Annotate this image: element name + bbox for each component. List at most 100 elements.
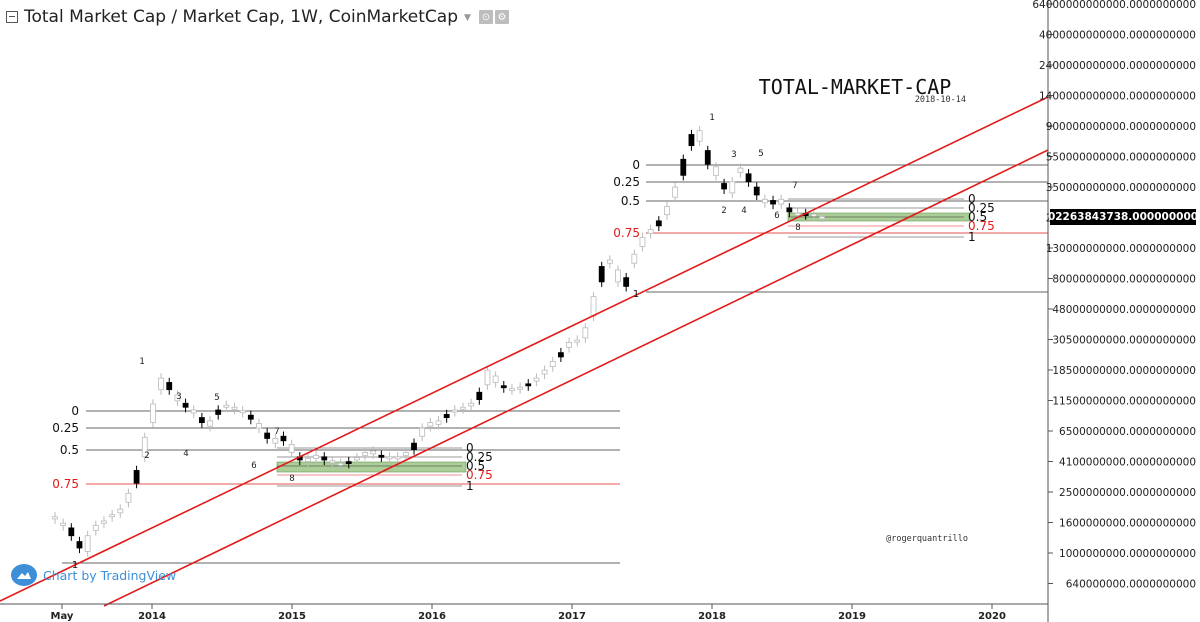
wave-label-left: 4 xyxy=(183,449,188,459)
candle-body xyxy=(655,220,662,227)
candle-body xyxy=(68,527,75,537)
wave-label-base-right: 1 xyxy=(633,289,639,300)
candle-body xyxy=(101,520,107,524)
candle-body xyxy=(704,150,711,165)
eye-icon[interactable]: ⊙ xyxy=(478,10,493,24)
candle-body xyxy=(574,339,581,343)
left-zone-fib-label: 1 xyxy=(466,479,474,493)
candle-body xyxy=(411,442,417,451)
candle-body xyxy=(721,183,727,190)
wave-label-left: 7 xyxy=(274,427,279,437)
wave-label-right: 7 xyxy=(792,181,797,191)
trendline-upper xyxy=(0,96,1049,602)
candle-body xyxy=(370,450,377,455)
candle-body xyxy=(427,422,434,427)
wave-label-base-left: 1 xyxy=(72,560,78,571)
price-tick-label: 550000000000.0000000000 xyxy=(1046,152,1196,164)
wave-label-left: 5 xyxy=(214,393,219,403)
wave-label-left: 1 xyxy=(139,357,144,367)
right-zone-fib-label: 1 xyxy=(968,230,976,244)
candle-body xyxy=(606,259,613,264)
candle-body xyxy=(76,541,83,549)
left-zone-box xyxy=(276,461,467,473)
symbol-title[interactable]: Total Market Cap / Market Cap, 1W, CoinM… xyxy=(24,7,459,27)
candle-body xyxy=(133,470,140,484)
price-tick-label: 1600000000.0000000000 xyxy=(1059,518,1196,530)
candle-body xyxy=(125,492,132,503)
time-axis: May 2014 2015 2016 2017 2018 2019 2020 xyxy=(0,603,1048,622)
candle-body xyxy=(770,200,776,205)
price-tick-label: 64000000000000.0000000000 xyxy=(1032,0,1196,11)
candle-body xyxy=(761,198,768,204)
wave-label-left: 3 xyxy=(176,392,181,402)
candle-body xyxy=(362,451,368,456)
annotation-labels: 00.250.50.7500.250.50.7500.250.50.75100.… xyxy=(52,75,994,571)
candle-body xyxy=(549,361,556,368)
wave-label-right: 1 xyxy=(709,113,714,123)
candle-body xyxy=(288,444,295,453)
candle-body xyxy=(745,173,752,183)
time-tick-label: 2020 xyxy=(978,611,1006,622)
candle-body xyxy=(468,402,475,407)
candle-body xyxy=(231,406,238,410)
left-zone-fib-label: 0.75 xyxy=(466,468,493,482)
candle-body xyxy=(117,508,124,514)
price-tick-label: 48000000000.0000000000 xyxy=(1052,304,1196,316)
annotation-date: 2018-10-14 xyxy=(915,95,966,105)
candle-body xyxy=(329,460,336,464)
time-tick-label: 2019 xyxy=(838,611,866,622)
right-zone-fib-label: 0.25 xyxy=(968,201,995,215)
chart-header: Total Market Cap / Market Cap, 1W, CoinM… xyxy=(0,0,511,34)
time-tick-label: 2014 xyxy=(138,611,166,622)
candle-body xyxy=(354,457,360,461)
fib-label-right-cycle: 0.75 xyxy=(613,226,640,240)
candle-body xyxy=(451,409,458,413)
trendline-lower xyxy=(103,149,1049,607)
price-tick-label: 900000000000.0000000000 xyxy=(1046,121,1196,133)
candle-body xyxy=(52,516,58,520)
price-tick-label: 1400000000000.0000000000 xyxy=(1039,91,1196,103)
gear-icon[interactable]: ⚙ xyxy=(494,10,509,24)
candle-body xyxy=(92,525,99,531)
fib-label-right-cycle: 0 xyxy=(632,158,640,172)
candle-body xyxy=(337,462,344,466)
time-tick-label: 2017 xyxy=(558,611,586,622)
time-tick-label: 2016 xyxy=(418,611,446,622)
collapse-toggle-icon[interactable] xyxy=(6,11,18,23)
candle-body xyxy=(174,394,181,402)
candle-body xyxy=(402,451,409,456)
candle-body xyxy=(737,167,744,173)
time-tick-label: 2015 xyxy=(278,611,306,622)
candle-body xyxy=(313,454,320,459)
candle-body xyxy=(166,382,173,391)
wave-label-right: 4 xyxy=(741,206,746,216)
candle-body xyxy=(786,207,793,213)
candle-body xyxy=(639,236,646,247)
wave-label-left: 8 xyxy=(289,474,294,484)
cloud-icon xyxy=(11,564,37,586)
chevron-down-icon[interactable]: ▼ xyxy=(464,13,471,23)
watermark-text: Chart by TradingView xyxy=(43,567,177,583)
candle-body xyxy=(435,420,442,425)
time-tick-label: 2018 xyxy=(698,611,726,622)
candle-body xyxy=(60,522,67,526)
candle-body xyxy=(672,186,679,198)
price-axis: 64000000000000.0000000000 4000000000000.0… xyxy=(1032,0,1196,622)
candle-body xyxy=(509,388,515,392)
price-tick-label: 11500000000.0000000000 xyxy=(1052,396,1196,408)
candle-body xyxy=(533,377,540,382)
current-price-label: 202263843738.0000000000 xyxy=(1040,209,1200,225)
candle-body xyxy=(158,377,164,391)
candle-body xyxy=(484,369,491,386)
candle-body xyxy=(680,158,687,176)
candle-body xyxy=(557,352,564,358)
wave-label-right: 2 xyxy=(721,206,726,216)
candle-body xyxy=(810,213,817,217)
candle-body xyxy=(247,414,254,420)
candle-body xyxy=(141,436,148,458)
tradingview-watermark[interactable]: Chart by TradingView xyxy=(11,564,176,586)
candle-body xyxy=(615,269,621,283)
fib-label-left: 0 xyxy=(71,404,79,418)
trendlines xyxy=(0,96,1049,607)
